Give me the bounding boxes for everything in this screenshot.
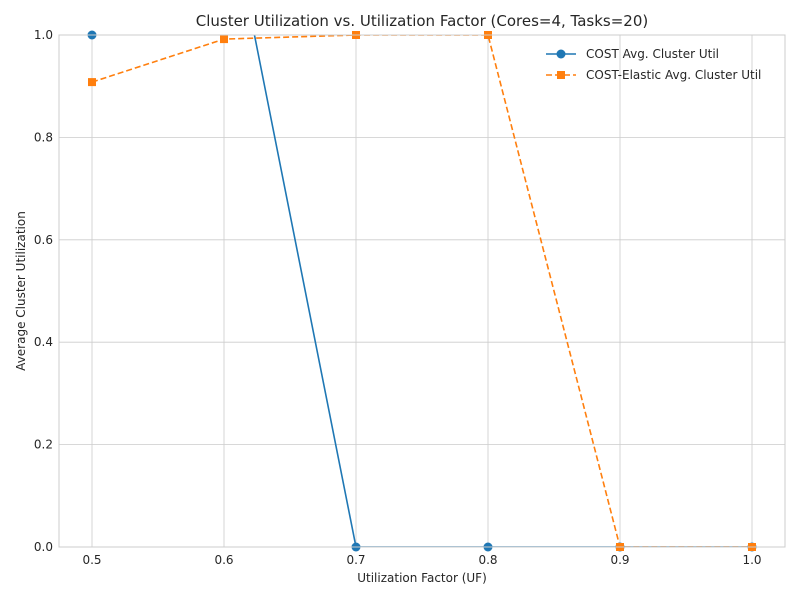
legend: COST Avg. Cluster Util COST-Elastic Avg. … [546, 47, 761, 82]
y-tick-label: 0.2 [34, 438, 53, 452]
data-point-1 [88, 78, 96, 87]
series-line-1 [91, 35, 752, 547]
y-tick-label: 0.4 [34, 335, 53, 349]
data-point-1 [220, 35, 228, 44]
x-axis-label: Utilization Factor (UF) [357, 571, 487, 585]
y-axis-ticks: 0.0 0.2 0.4 0.6 0.8 1.0 [34, 28, 53, 554]
x-tick-label: 0.7 [346, 553, 365, 567]
x-tick-label: 1.0 [742, 553, 761, 567]
series-layer [91, 35, 752, 547]
y-tick-label: 0.0 [34, 540, 53, 554]
x-tick-label: 0.6 [214, 553, 233, 567]
chart-title: Cluster Utilization vs. Utilization Fact… [196, 12, 649, 30]
grid [59, 34, 785, 548]
x-axis-ticks: 0.5 0.6 0.7 0.8 0.9 1.0 [82, 553, 761, 567]
x-tick-label: 0.9 [610, 553, 629, 567]
legend-marker-1 [557, 71, 565, 79]
legend-label-0: COST Avg. Cluster Util [586, 47, 719, 61]
x-tick-label: 0.5 [82, 553, 101, 567]
y-axis-label: Average Cluster Utilization [14, 211, 28, 371]
plot-frame [58, 34, 786, 548]
y-tick-label: 0.6 [34, 233, 53, 247]
legend-marker-0 [556, 49, 566, 59]
x-tick-label: 0.8 [478, 553, 497, 567]
y-tick-label: 1.0 [34, 28, 53, 42]
marker-layer [87, 30, 757, 552]
y-tick-label: 0.8 [34, 130, 53, 144]
legend-label-1: COST-Elastic Avg. Cluster Util [586, 68, 761, 82]
series-line-0 [92, 35, 752, 547]
